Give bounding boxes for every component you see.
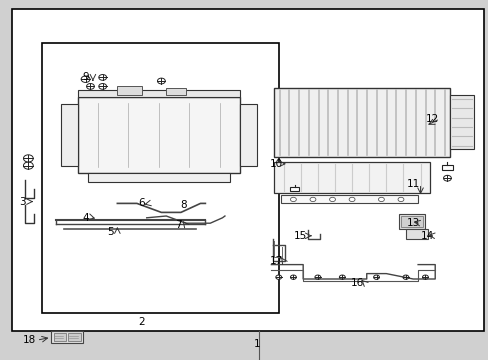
Circle shape — [99, 75, 106, 80]
Text: 2: 2 — [138, 317, 145, 327]
Bar — [88, 173, 229, 182]
Bar — [61, 104, 78, 166]
Text: 8: 8 — [180, 200, 186, 210]
Bar — [273, 162, 429, 193]
Text: 11: 11 — [406, 179, 419, 189]
Bar — [400, 216, 422, 227]
Circle shape — [23, 162, 33, 169]
Bar — [398, 214, 425, 229]
Text: 4: 4 — [82, 213, 89, 223]
Circle shape — [397, 197, 403, 202]
Bar — [290, 188, 299, 191]
Bar — [68, 333, 81, 341]
Bar — [12, 9, 483, 331]
Circle shape — [157, 78, 165, 84]
Circle shape — [86, 84, 94, 89]
Bar — [281, 195, 417, 203]
Bar — [78, 90, 239, 97]
Circle shape — [275, 275, 281, 279]
Circle shape — [314, 275, 320, 279]
Text: 18: 18 — [22, 335, 36, 345]
Circle shape — [329, 197, 335, 202]
Circle shape — [373, 275, 379, 279]
Circle shape — [309, 197, 315, 202]
Text: 12: 12 — [425, 114, 439, 124]
Bar — [239, 104, 256, 166]
Text: 5: 5 — [106, 227, 113, 237]
Text: 3: 3 — [19, 197, 25, 207]
Circle shape — [290, 197, 296, 202]
Circle shape — [402, 275, 408, 279]
Bar — [449, 95, 473, 149]
Circle shape — [23, 155, 33, 162]
Text: 17: 17 — [269, 256, 283, 266]
Bar — [405, 229, 427, 239]
Bar — [441, 165, 452, 170]
Circle shape — [422, 275, 427, 279]
Circle shape — [99, 84, 106, 89]
Circle shape — [81, 76, 90, 82]
Text: 13: 13 — [406, 218, 419, 228]
Bar — [117, 86, 142, 95]
Circle shape — [348, 197, 354, 202]
Text: 14: 14 — [420, 231, 434, 241]
Text: 15: 15 — [293, 231, 307, 241]
Bar — [273, 88, 449, 157]
Text: 1: 1 — [253, 339, 260, 349]
Circle shape — [290, 275, 296, 279]
Bar — [51, 331, 83, 343]
Circle shape — [339, 275, 345, 279]
Text: 6: 6 — [138, 198, 145, 208]
Text: 9: 9 — [82, 72, 89, 82]
Bar — [166, 88, 185, 95]
Text: 16: 16 — [349, 278, 363, 288]
Circle shape — [378, 197, 384, 202]
Bar — [54, 333, 66, 341]
Circle shape — [443, 175, 450, 181]
Bar — [41, 43, 278, 313]
Text: 10: 10 — [269, 159, 282, 169]
Bar — [78, 97, 239, 173]
Text: 7: 7 — [175, 220, 182, 230]
